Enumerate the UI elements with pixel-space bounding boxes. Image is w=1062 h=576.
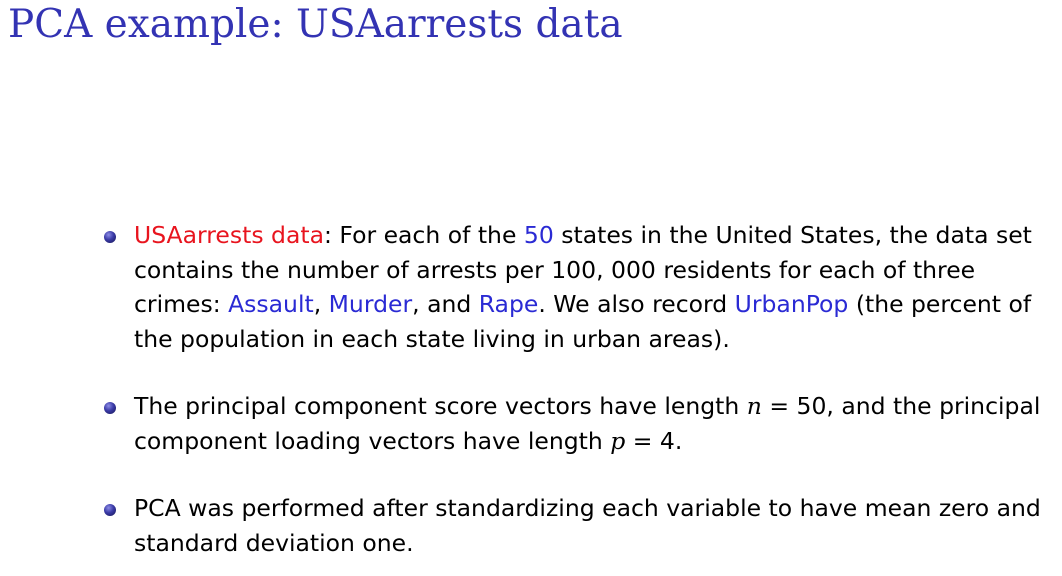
slide-title: PCA example: USAarrests data	[8, 2, 623, 47]
bullet-text: , and	[412, 290, 479, 318]
bullet-list: USAarrests data: For each of the 50 stat…	[104, 218, 1054, 560]
bullet-text: , and the principal component loading ve…	[134, 392, 1041, 455]
bullet-text: states in the United States, the data se…	[134, 221, 1032, 318]
math-n-value: = 50	[761, 392, 827, 420]
crime-murder: Murder	[328, 290, 413, 318]
bullet-dot-icon	[104, 402, 116, 414]
bullet-text: ,	[313, 290, 329, 318]
bullet-text: . We also record	[538, 290, 735, 318]
math-p-symbol: p	[610, 426, 626, 455]
bullet-text: .	[674, 426, 683, 455]
crime-rape: Rape	[478, 290, 539, 318]
bullet-text: PCA was performed after standardizing ea…	[134, 494, 1041, 557]
math-n-symbol: n	[746, 392, 762, 420]
bullet-text: : For each of the	[324, 221, 524, 249]
bullet-text: (the percent of the population in each s…	[134, 290, 1032, 353]
dataset-name: USAarrests data	[134, 221, 324, 249]
bullet-dot-icon	[104, 504, 116, 516]
state-count: 50	[523, 221, 554, 249]
crime-assault: Assault	[228, 290, 314, 318]
bullet-item-dataset: USAarrests data: For each of the 50 stat…	[104, 218, 1054, 356]
bullet-dot-icon	[104, 231, 116, 243]
bullet-text: The principal component score vectors ha…	[134, 392, 747, 420]
bullet-item-vector-lengths: The principal component score vectors ha…	[104, 389, 1054, 458]
bullet-item-standardization: PCA was performed after standardizing ea…	[104, 491, 1054, 560]
variable-urbanpop: UrbanPop	[734, 290, 849, 318]
math-p-value: = 4	[625, 426, 675, 455]
